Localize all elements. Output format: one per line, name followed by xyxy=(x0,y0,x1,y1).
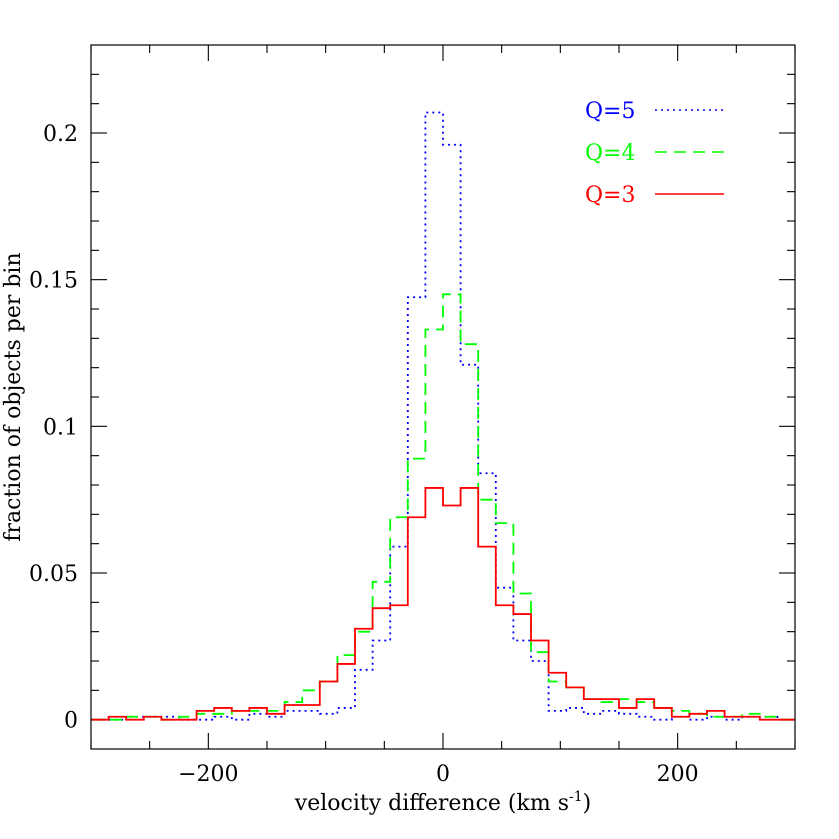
y-tick-label: 0.2 xyxy=(43,122,78,147)
y-axis-label: fraction of objects per bin xyxy=(1,252,26,541)
legend-label: Q=3 xyxy=(585,183,635,208)
x-axis-label: velocity difference (km s-1) xyxy=(294,789,591,816)
legend: Q=5 Q=4 Q=3 xyxy=(585,99,724,208)
y-tick-label: 0.05 xyxy=(29,562,78,587)
plot-frame xyxy=(90,44,796,750)
y-tick-label: 0 xyxy=(64,709,78,734)
series-q3-line xyxy=(91,487,795,721)
x-tick-label: 200 xyxy=(657,762,699,787)
x-tick-label: −200 xyxy=(178,762,238,787)
series-q5-line xyxy=(91,111,795,721)
legend-label: Q=4 xyxy=(585,141,635,166)
series-layer xyxy=(91,111,795,721)
x-tick-label: 0 xyxy=(436,762,450,787)
major-ticks xyxy=(91,45,795,749)
y-tick-label: 0.1 xyxy=(43,415,78,440)
tick-labels: −200 0 200 0 0.05 0.1 0.15 0.2 xyxy=(29,122,699,787)
legend-label: Q=5 xyxy=(585,99,635,124)
series-q4-line xyxy=(91,293,795,721)
minor-ticks xyxy=(90,45,796,749)
y-tick-label: 0.15 xyxy=(29,269,78,294)
